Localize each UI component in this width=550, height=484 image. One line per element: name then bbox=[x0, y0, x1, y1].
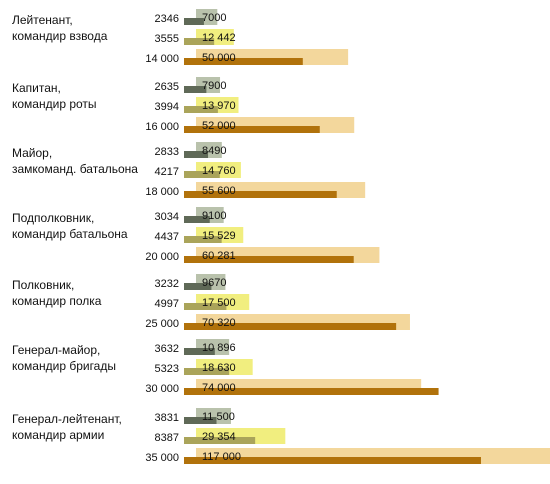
left-label: 2833 bbox=[155, 146, 179, 158]
label-value: 52 000 bbox=[202, 120, 236, 132]
left-label: 4217 bbox=[155, 166, 179, 178]
label-value: 7900 bbox=[202, 80, 226, 92]
left-label: 2635 bbox=[155, 81, 179, 93]
value-bar bbox=[184, 171, 220, 178]
label-value: 13 970 bbox=[202, 100, 236, 112]
left-label: 8387 bbox=[155, 432, 179, 444]
group-title-line2: командир армии bbox=[12, 428, 104, 442]
value-bar bbox=[184, 417, 217, 424]
label-value: 74 000 bbox=[202, 382, 236, 394]
label-value: 60 281 bbox=[202, 250, 236, 262]
label-value: 9670 bbox=[202, 277, 226, 289]
label-value: 7000 bbox=[202, 12, 226, 24]
label-value: 11 500 bbox=[202, 411, 235, 423]
group-title-line2: командир полка bbox=[12, 294, 102, 308]
label-value: 14 760 bbox=[202, 165, 236, 177]
left-label: 4997 bbox=[155, 298, 179, 310]
value-bar bbox=[184, 348, 215, 355]
value-bar bbox=[184, 38, 215, 45]
group-5: Полковник, командир полка 3232 9670 4997 17 5… bbox=[12, 274, 410, 330]
group-title-line2: командир батальона bbox=[12, 227, 128, 241]
value-bar bbox=[184, 191, 337, 198]
value-bar bbox=[184, 388, 439, 395]
value-bar bbox=[184, 18, 204, 25]
label-value: 18 630 bbox=[202, 362, 236, 374]
value-bar bbox=[184, 303, 227, 310]
label-value: 50 000 bbox=[202, 52, 236, 64]
group-2: Капитан, командир роты 2635 7900 3994 13 970 1… bbox=[12, 77, 355, 133]
label-value: 10 896 bbox=[202, 342, 236, 354]
group-title-line2: командир взвода bbox=[12, 29, 108, 43]
value-bar bbox=[184, 323, 397, 330]
value-bar bbox=[184, 151, 209, 158]
label-value: 17 500 bbox=[202, 297, 236, 309]
label-value: 9100 bbox=[202, 210, 226, 222]
value-bar bbox=[184, 256, 354, 263]
group-3: Майор, замкоманд. батальона 2833 8490 4217 14… bbox=[12, 142, 366, 198]
left-label: 20 000 bbox=[145, 251, 179, 263]
left-label: 14 000 bbox=[145, 53, 179, 65]
left-label: 4437 bbox=[155, 231, 179, 243]
value-bar bbox=[184, 126, 320, 133]
left-label: 3232 bbox=[155, 278, 179, 290]
group-title-line2: командир роты bbox=[12, 97, 97, 111]
group-title-line1: Генерал-лейтенант, bbox=[12, 412, 122, 426]
left-label: 3034 bbox=[155, 211, 179, 223]
value-bar bbox=[184, 106, 218, 113]
left-label: 25 000 bbox=[145, 318, 179, 330]
left-label: 18 000 bbox=[145, 186, 179, 198]
value-bar bbox=[184, 216, 210, 223]
group-title-line1: Майор, bbox=[12, 146, 52, 160]
value-bar bbox=[184, 368, 230, 375]
group-title-line2: замкоманд. батальона bbox=[12, 162, 138, 176]
group-6: Генерал-майор, командир бригады 3632 10 896… bbox=[12, 339, 439, 395]
group-title-line1: Лейтенант, bbox=[12, 13, 73, 27]
label-value: 70 320 bbox=[202, 317, 236, 329]
value-bar bbox=[184, 457, 481, 464]
left-label: 35 000 bbox=[145, 452, 179, 464]
group-title-line1: Подполковник, bbox=[12, 211, 94, 225]
label-value: 8490 bbox=[202, 145, 226, 157]
left-label: 2346 bbox=[155, 13, 179, 25]
left-label: 3994 bbox=[155, 101, 179, 113]
group-title-line1: Генерал-майор, bbox=[12, 343, 100, 357]
value-bar bbox=[184, 86, 207, 93]
group-title-line1: Полковник, bbox=[12, 278, 74, 292]
group-title-line1: Капитан, bbox=[12, 81, 61, 95]
value-bar bbox=[184, 58, 303, 65]
label-value: 29 354 bbox=[202, 431, 236, 443]
left-label: 3555 bbox=[155, 33, 179, 45]
group-title-line2: командир бригады bbox=[12, 359, 116, 373]
value-bar bbox=[184, 283, 212, 290]
left-label: 3831 bbox=[155, 412, 179, 424]
left-label: 30 000 bbox=[145, 383, 179, 395]
left-label: 5323 bbox=[155, 363, 179, 375]
label-value: 117 000 bbox=[202, 451, 241, 463]
group-4: Подполковник, командир батальона 3034 9100 4… bbox=[12, 207, 380, 263]
label-value: 55 600 bbox=[202, 185, 236, 197]
group-7: Генерал-лейтенант, командир армии 3831 11 5… bbox=[12, 408, 550, 464]
value-bar bbox=[184, 236, 222, 243]
label-value: 12 442 bbox=[202, 32, 236, 44]
group-1: Лейтенант, командир взвода 2346 7000 3555 12 … bbox=[12, 9, 349, 65]
left-label: 16 000 bbox=[145, 121, 179, 133]
label-value: 15 529 bbox=[202, 230, 236, 242]
value-bar bbox=[184, 437, 256, 444]
left-label: 3632 bbox=[155, 343, 179, 355]
